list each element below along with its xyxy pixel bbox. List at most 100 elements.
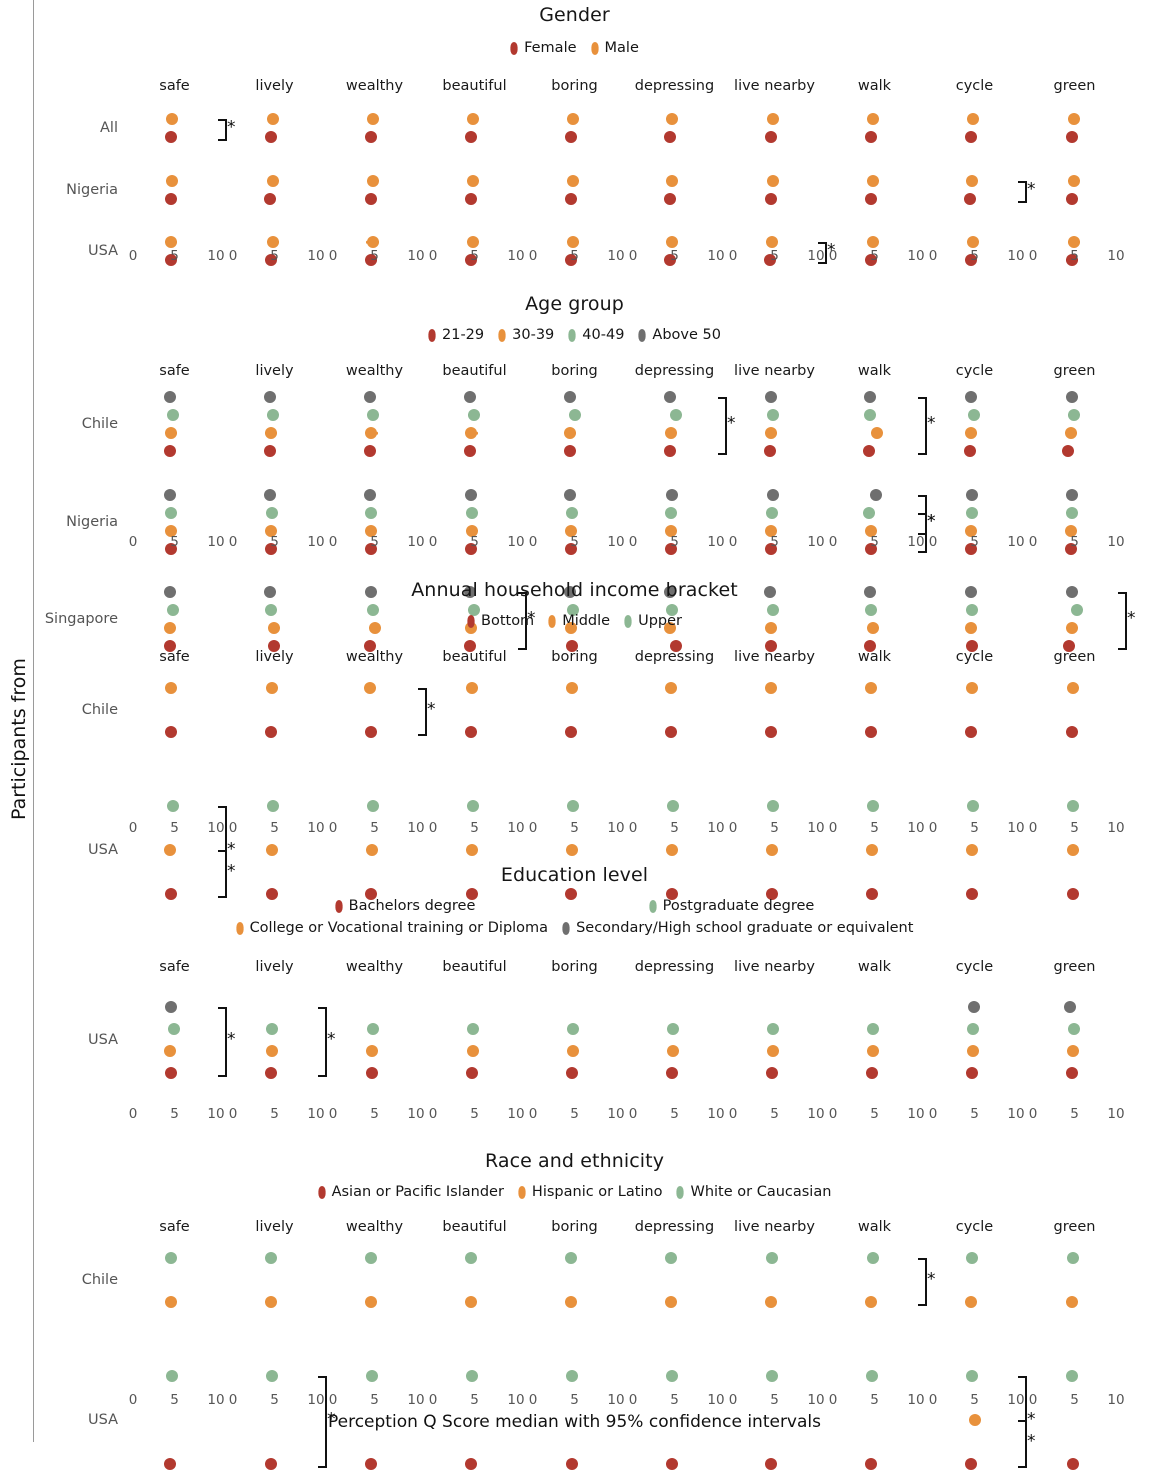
data-point-marker[interactable] bbox=[1070, 604, 1083, 616]
data-point-marker[interactable] bbox=[466, 1023, 479, 1035]
data-point-marker[interactable] bbox=[267, 622, 280, 634]
legend-item[interactable]: Postgraduate degree bbox=[649, 898, 814, 914]
data-point-marker[interactable] bbox=[1066, 488, 1078, 501]
data-point-marker[interactable] bbox=[265, 1067, 278, 1079]
data-point-marker[interactable] bbox=[866, 800, 879, 812]
data-point-marker[interactable] bbox=[566, 236, 579, 248]
legend-item[interactable]: Bottom bbox=[467, 613, 534, 629]
data-point-marker[interactable] bbox=[1066, 888, 1079, 900]
data-point-marker[interactable] bbox=[866, 1023, 879, 1035]
data-point-marker[interactable] bbox=[466, 800, 479, 812]
data-point-marker[interactable] bbox=[966, 113, 979, 125]
legend-item[interactable]: Bachelors degree bbox=[335, 898, 635, 914]
data-point-marker[interactable] bbox=[966, 1370, 978, 1382]
data-point-marker[interactable] bbox=[365, 586, 378, 598]
data-point-marker[interactable] bbox=[466, 888, 478, 900]
data-point-marker[interactable] bbox=[165, 254, 178, 266]
data-point-marker[interactable] bbox=[266, 113, 279, 125]
data-point-marker[interactable] bbox=[670, 640, 683, 652]
data-point-marker[interactable] bbox=[163, 1045, 176, 1057]
data-point-marker[interactable] bbox=[666, 488, 678, 501]
data-point-marker[interactable] bbox=[670, 409, 683, 421]
data-point-marker[interactable] bbox=[665, 726, 678, 738]
data-point-marker[interactable] bbox=[1066, 622, 1078, 634]
data-point-marker[interactable] bbox=[165, 726, 178, 738]
data-point-marker[interactable] bbox=[865, 131, 878, 143]
data-point-marker[interactable] bbox=[264, 192, 277, 205]
data-point-marker[interactable] bbox=[666, 1023, 679, 1035]
data-point-marker[interactable] bbox=[266, 506, 278, 519]
data-point-marker[interactable] bbox=[862, 445, 875, 457]
legend-item[interactable]: Female bbox=[510, 40, 577, 56]
data-point-marker[interactable] bbox=[866, 622, 879, 634]
data-point-marker[interactable] bbox=[865, 542, 878, 555]
data-point-marker[interactable] bbox=[165, 542, 178, 555]
data-point-marker[interactable] bbox=[166, 1370, 178, 1382]
data-point-marker[interactable] bbox=[466, 236, 479, 248]
data-point-marker[interactable] bbox=[666, 1067, 678, 1079]
data-point-marker[interactable] bbox=[565, 542, 578, 555]
data-point-marker[interactable] bbox=[1066, 192, 1078, 205]
data-point-marker[interactable] bbox=[966, 1252, 978, 1264]
data-point-marker[interactable] bbox=[664, 131, 677, 143]
data-point-marker[interactable] bbox=[766, 1023, 779, 1035]
data-point-marker[interactable] bbox=[866, 1045, 879, 1057]
data-point-marker[interactable] bbox=[766, 1370, 778, 1382]
data-point-marker[interactable] bbox=[966, 604, 978, 616]
data-point-marker[interactable] bbox=[765, 542, 778, 555]
data-point-marker[interactable] bbox=[1066, 1296, 1078, 1308]
data-point-marker[interactable] bbox=[366, 1045, 378, 1057]
data-point-marker[interactable] bbox=[966, 844, 978, 856]
data-point-marker[interactable] bbox=[165, 427, 178, 439]
legend-item[interactable]: Middle bbox=[548, 613, 610, 629]
data-point-marker[interactable] bbox=[866, 888, 878, 900]
data-point-marker[interactable] bbox=[465, 1296, 478, 1308]
data-point-marker[interactable] bbox=[965, 131, 978, 143]
data-point-marker[interactable] bbox=[766, 113, 779, 125]
data-point-marker[interactable] bbox=[866, 1370, 878, 1382]
data-point-marker[interactable] bbox=[666, 174, 678, 187]
data-point-marker[interactable] bbox=[766, 488, 779, 501]
legend-item[interactable]: Secondary/High school graduate or equiva… bbox=[562, 920, 913, 936]
data-point-marker[interactable] bbox=[466, 1045, 479, 1057]
data-point-marker[interactable] bbox=[665, 1252, 678, 1264]
data-point-marker[interactable] bbox=[766, 844, 778, 856]
data-point-marker[interactable] bbox=[664, 445, 677, 457]
data-point-marker[interactable] bbox=[766, 888, 778, 900]
data-point-marker[interactable] bbox=[465, 131, 478, 143]
data-point-marker[interactable] bbox=[565, 622, 578, 634]
data-point-marker[interactable] bbox=[164, 1458, 177, 1470]
data-point-marker[interactable] bbox=[1061, 445, 1074, 457]
data-point-marker[interactable] bbox=[266, 1370, 278, 1382]
data-point-marker[interactable] bbox=[965, 542, 978, 555]
data-point-marker[interactable] bbox=[665, 506, 678, 519]
data-point-marker[interactable] bbox=[1065, 542, 1078, 555]
data-point-marker[interactable] bbox=[1067, 409, 1080, 421]
data-point-marker[interactable] bbox=[1062, 640, 1075, 652]
data-point-marker[interactable] bbox=[465, 1458, 478, 1470]
data-point-marker[interactable] bbox=[566, 174, 579, 187]
data-point-marker[interactable] bbox=[164, 622, 177, 634]
data-point-marker[interactable] bbox=[766, 506, 778, 519]
data-point-marker[interactable] bbox=[766, 1045, 779, 1057]
data-point-marker[interactable] bbox=[165, 1001, 178, 1013]
data-point-marker[interactable] bbox=[664, 254, 677, 266]
data-point-marker[interactable] bbox=[463, 391, 476, 403]
data-point-marker[interactable] bbox=[365, 1458, 378, 1470]
data-point-marker[interactable] bbox=[664, 622, 677, 634]
data-point-marker[interactable] bbox=[464, 445, 477, 457]
data-point-marker[interactable] bbox=[466, 506, 478, 519]
data-point-marker[interactable] bbox=[366, 1370, 378, 1382]
data-point-marker[interactable] bbox=[766, 800, 779, 812]
data-point-marker[interactable] bbox=[766, 604, 779, 616]
data-point-marker[interactable] bbox=[365, 726, 378, 738]
data-point-marker[interactable] bbox=[166, 113, 178, 125]
data-point-marker[interactable] bbox=[1066, 1067, 1078, 1079]
data-point-marker[interactable] bbox=[166, 409, 179, 421]
data-point-marker[interactable] bbox=[1067, 113, 1080, 125]
data-point-marker[interactable] bbox=[266, 409, 279, 421]
data-point-marker[interactable] bbox=[1067, 236, 1080, 248]
data-point-marker[interactable] bbox=[265, 524, 278, 537]
data-point-marker[interactable] bbox=[866, 1067, 878, 1079]
data-point-marker[interactable] bbox=[165, 1067, 178, 1079]
